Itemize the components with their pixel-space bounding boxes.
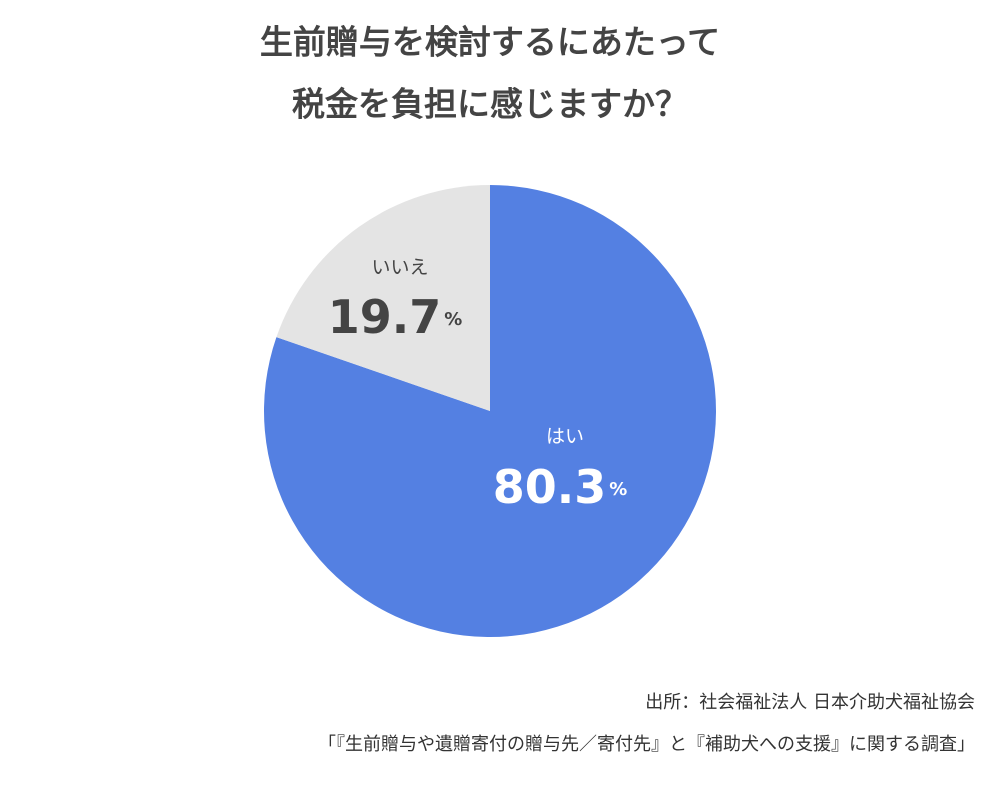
- pie-slice: [276, 185, 490, 411]
- value-unit: %: [609, 479, 627, 500]
- value-number: 80.3: [493, 460, 607, 514]
- chart-title: 税金を負担に感じますか？: [292, 85, 688, 124]
- slice-value: 80.3%: [493, 460, 628, 514]
- slice-label: はい: [546, 426, 584, 448]
- chart-title: 生前贈与を検討するにあたって: [260, 23, 720, 62]
- value-number: 19.7: [328, 290, 442, 344]
- source: 出所：社会福祉法人 日本介助犬福祉協会: [645, 692, 975, 713]
- source: 「『生前贈与や遺贈寄付の贈与先／寄付先』と『補助犬への支援』に関する調査」: [318, 734, 975, 755]
- slice-value: 19.7%: [328, 290, 463, 344]
- value-unit: %: [444, 309, 462, 330]
- slice-label: いいえ: [371, 257, 428, 279]
